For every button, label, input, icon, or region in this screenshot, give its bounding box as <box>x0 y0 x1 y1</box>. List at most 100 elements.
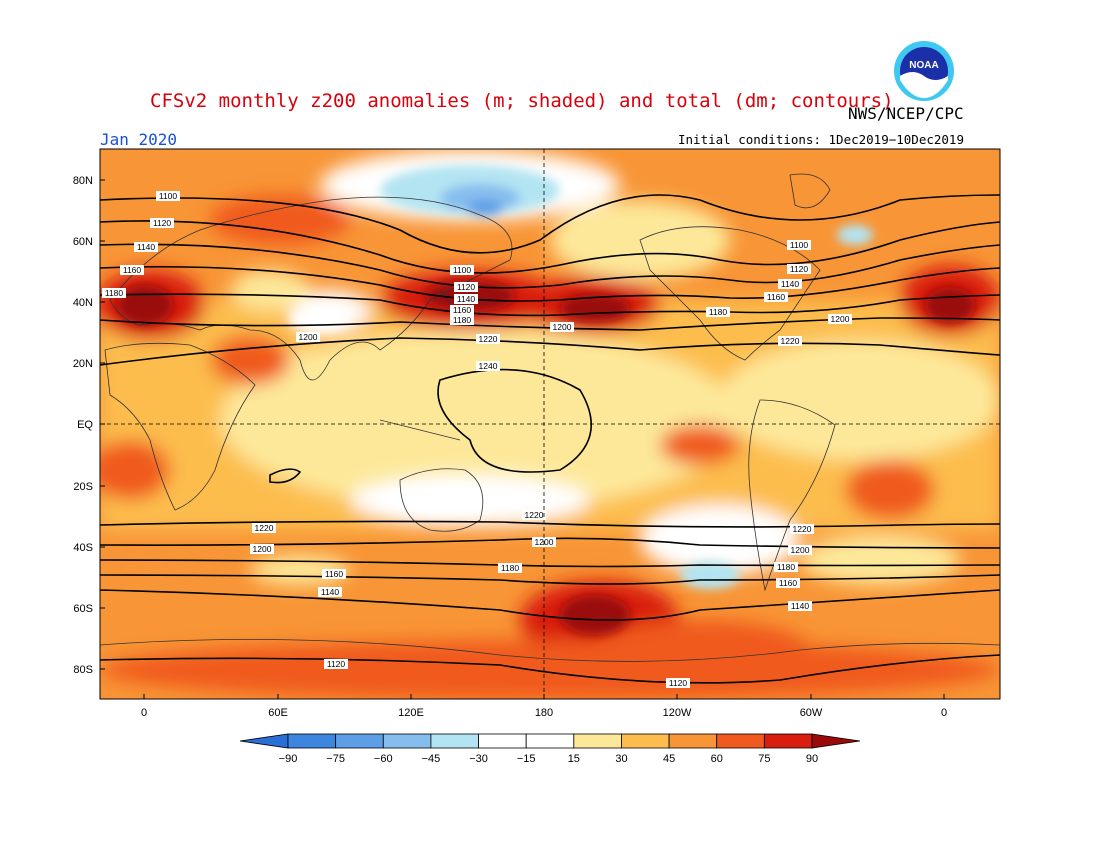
longitude-axis: 0 60E 120E 180 120W 60W 0 <box>141 694 947 719</box>
svg-text:1120: 1120 <box>153 218 172 228</box>
anomaly-shading <box>100 149 1000 699</box>
contour-1180-s <box>100 559 1000 568</box>
contour-label-1180: 1180 <box>102 288 126 298</box>
lat-label: 20N <box>73 358 93 370</box>
svg-text:NOAA: NOAA <box>909 60 938 71</box>
svg-text:1220: 1220 <box>255 523 274 533</box>
lat-label: 80S <box>73 664 93 676</box>
colorbar-bin <box>668 733 718 749</box>
contour-labels: 1100 1120 1140 1160 1180 1200 1220 1240 … <box>102 191 852 688</box>
contour-label-1140: 1140 <box>134 242 158 252</box>
coastlines <box>100 173 1000 662</box>
colorbar-bin <box>335 733 384 749</box>
svg-text:1120: 1120 <box>790 264 809 274</box>
contour-label-1120c: 1120 <box>787 264 811 274</box>
svg-text:1200: 1200 <box>791 545 810 555</box>
colorbar-bin <box>525 733 575 749</box>
lon-label: 120W <box>663 707 692 719</box>
contour-1200 <box>100 317 1000 331</box>
contour-label-1140b: 1140 <box>454 294 478 304</box>
svg-text:1180: 1180 <box>501 563 520 573</box>
map-title: CFSv2 monthly z200 anomalies (m; shaded)… <box>150 90 894 112</box>
svg-text:1140: 1140 <box>457 294 476 304</box>
contour-label-1140c: 1140 <box>778 279 802 289</box>
contour-1140-s <box>100 589 1000 621</box>
lon-label: 0 <box>141 707 147 719</box>
svg-text:1200: 1200 <box>831 314 850 324</box>
initial-conditions: Initial conditions: 1Dec2019−10Dec2019 <box>678 132 964 147</box>
colorbar-label: −75 <box>326 753 345 765</box>
contour-1220 <box>100 337 1000 366</box>
svg-text:1240: 1240 <box>479 361 498 371</box>
contour-label-1220s2: 1220 <box>522 510 546 520</box>
contour-label-1200s: 1200 <box>250 544 274 554</box>
contour-label-1160c: 1160 <box>764 292 788 302</box>
colorbar-bin <box>430 733 479 749</box>
svg-text:1200: 1200 <box>553 322 572 332</box>
contour-1100 <box>100 194 1000 254</box>
contour-1160 <box>100 265 1000 302</box>
svg-text:1180: 1180 <box>777 562 796 572</box>
contour-1140 <box>100 243 1000 289</box>
svg-text:1160: 1160 <box>779 578 798 588</box>
contour-label-1100c: 1100 <box>787 240 811 250</box>
lat-label: 40N <box>73 297 93 309</box>
contour-label-1200s3: 1200 <box>788 545 812 555</box>
svg-text:1180: 1180 <box>105 288 124 298</box>
contour-label-1140s3: 1140 <box>788 601 812 611</box>
colorbar-arrow-left <box>239 733 289 749</box>
colorbar-bin <box>716 733 765 749</box>
svg-text:1160: 1160 <box>767 292 786 302</box>
colorbar-label: 45 <box>663 753 675 765</box>
colorbar-label: −90 <box>279 753 298 765</box>
contour-label-1180s2: 1180 <box>498 563 522 573</box>
colorbar-bin <box>573 733 622 749</box>
lat-label: 60N <box>73 236 93 248</box>
colorbar: −90 −75 −60 −45 −30 −15 15 30 45 60 75 90 <box>239 733 861 765</box>
svg-text:1180: 1180 <box>453 315 472 325</box>
colorbar-bin <box>478 733 527 749</box>
latitude-axis: 80N 60N 40N 20N EQ 20S 40S 60S 80S <box>73 175 105 676</box>
svg-text:1100: 1100 <box>159 191 178 201</box>
lon-label: 0 <box>941 707 947 719</box>
contour-1220-s <box>100 520 1000 528</box>
colorbar-bin <box>621 733 670 749</box>
contour-label-1220: 1220 <box>476 334 500 344</box>
colorbar-arrow-right <box>811 733 861 749</box>
colorbar-label: 75 <box>758 753 770 765</box>
contour-label-1200c: 1200 <box>550 322 574 332</box>
svg-text:1140: 1140 <box>781 279 800 289</box>
svg-text:1200: 1200 <box>253 544 272 554</box>
colorbar-bin <box>287 733 337 749</box>
svg-text:1140: 1140 <box>137 242 156 252</box>
contour-1120 <box>100 220 1000 274</box>
contour-1240-small <box>269 468 302 484</box>
colorbar-bin <box>763 733 813 749</box>
contour-label-1200d: 1200 <box>828 314 852 324</box>
colorbar-label: −30 <box>469 753 488 765</box>
contour-label-1220s: 1220 <box>252 523 276 533</box>
svg-text:1180: 1180 <box>709 307 728 317</box>
svg-text:1120: 1120 <box>669 678 688 688</box>
colorbar-label: 15 <box>568 753 580 765</box>
lon-label: 180 <box>535 707 553 719</box>
forecast-month: Jan 2020 <box>100 130 178 149</box>
svg-text:1220: 1220 <box>793 524 812 534</box>
colorbar-label: 30 <box>615 753 627 765</box>
contour-1240 <box>437 368 593 473</box>
contour-label-1100: 1100 <box>156 191 180 201</box>
lon-label: 60E <box>268 707 288 719</box>
colorbar-label: −60 <box>374 753 393 765</box>
lat-label: EQ <box>77 419 93 431</box>
contour-label-1140s: 1140 <box>318 587 342 597</box>
contour-label-1160s3: 1160 <box>776 578 800 588</box>
svg-text:1100: 1100 <box>790 240 809 250</box>
contour-label-1120s2: 1120 <box>666 678 690 688</box>
lat-label: 40S <box>73 542 93 554</box>
colorbar-bin <box>382 733 432 749</box>
contour-label-1180b: 1180 <box>450 315 474 325</box>
noaa-logo: NOAA <box>894 41 954 101</box>
svg-text:1120: 1120 <box>327 659 346 669</box>
contour-label-1240: 1240 <box>476 361 500 371</box>
